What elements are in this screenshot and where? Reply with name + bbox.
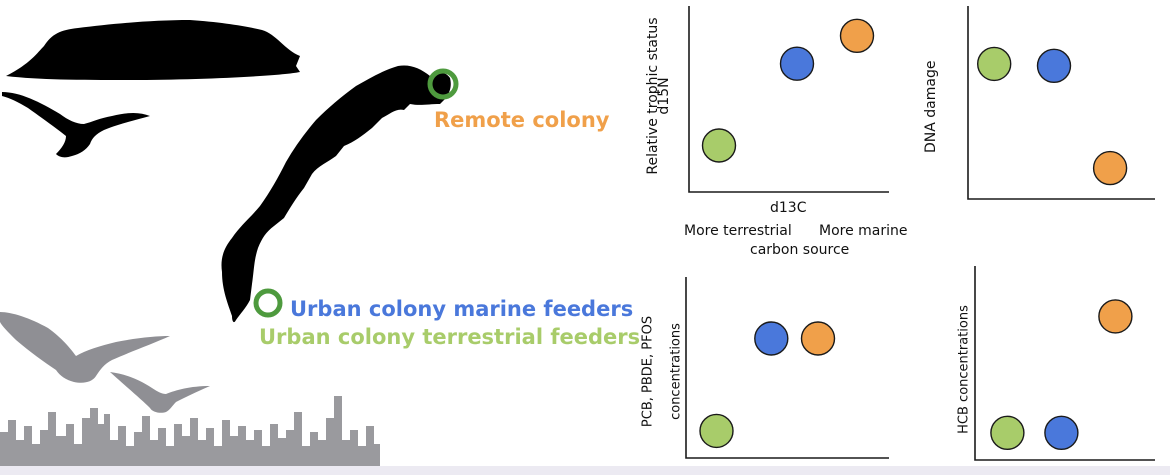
chart4-ylabel: HCB concentrations <box>956 305 972 434</box>
urban-colony-marker <box>253 288 283 318</box>
chart1-x-annotation-right: More marine <box>819 223 908 239</box>
chart2-point-urban-colony-terrestrial-feeders <box>977 46 1012 82</box>
chart4-point-urban-colony-marine-feeders <box>1044 415 1079 450</box>
black-gull-silhouette <box>2 92 150 158</box>
bottom-bar <box>0 466 1170 475</box>
chart1-axes <box>688 6 889 193</box>
chart1-point-remote-colony <box>839 18 875 53</box>
city-skyline <box>0 396 380 470</box>
illustration <box>0 20 459 470</box>
chart3-axes <box>685 277 889 459</box>
chart3-point-urban-colony-marine-feeders <box>754 321 789 356</box>
legend-urban-terrestrial: Urban colony terrestrial feeders <box>259 325 641 349</box>
chart1-point-urban-colony-terrestrial-feeders <box>701 128 737 163</box>
chart1-x-annotation-sub: carbon source <box>750 242 850 258</box>
grey-gull-small <box>110 372 210 413</box>
chart4-point-urban-colony-terrestrial-feeders <box>990 415 1025 450</box>
chart1-ylabel-line2: d15N <box>656 77 672 115</box>
legend-remote-colony: Remote colony <box>434 108 610 132</box>
chart2-axes <box>967 6 1155 200</box>
chart1-point-urban-colony-marine-feeders <box>779 46 815 81</box>
chart3-ylabel-line2: concentrations <box>668 323 684 420</box>
chart2-point-urban-colony-marine-feeders <box>1036 48 1072 84</box>
chart3-ylabel-line1: PCB, PBDE, PFOS <box>640 315 656 428</box>
legend-urban-marine: Urban colony marine feeders <box>290 297 634 321</box>
chart3-point-urban-colony-terrestrial-feeders <box>699 413 734 449</box>
chart2-point-remote-colony <box>1092 150 1128 186</box>
grey-gull-large <box>0 312 170 383</box>
remote-colony-marker <box>427 68 459 100</box>
chart1-x-annotation-left: More terrestrial <box>684 223 792 239</box>
chart1-xlabel: d13C <box>770 200 807 216</box>
island-silhouette <box>6 20 300 80</box>
chart2-ylabel: DNA damage <box>923 60 939 153</box>
chart3-point-remote-colony <box>800 321 836 356</box>
norway-map <box>221 65 451 323</box>
chart4-point-remote-colony <box>1098 299 1133 334</box>
chart4-axes <box>974 266 1155 461</box>
